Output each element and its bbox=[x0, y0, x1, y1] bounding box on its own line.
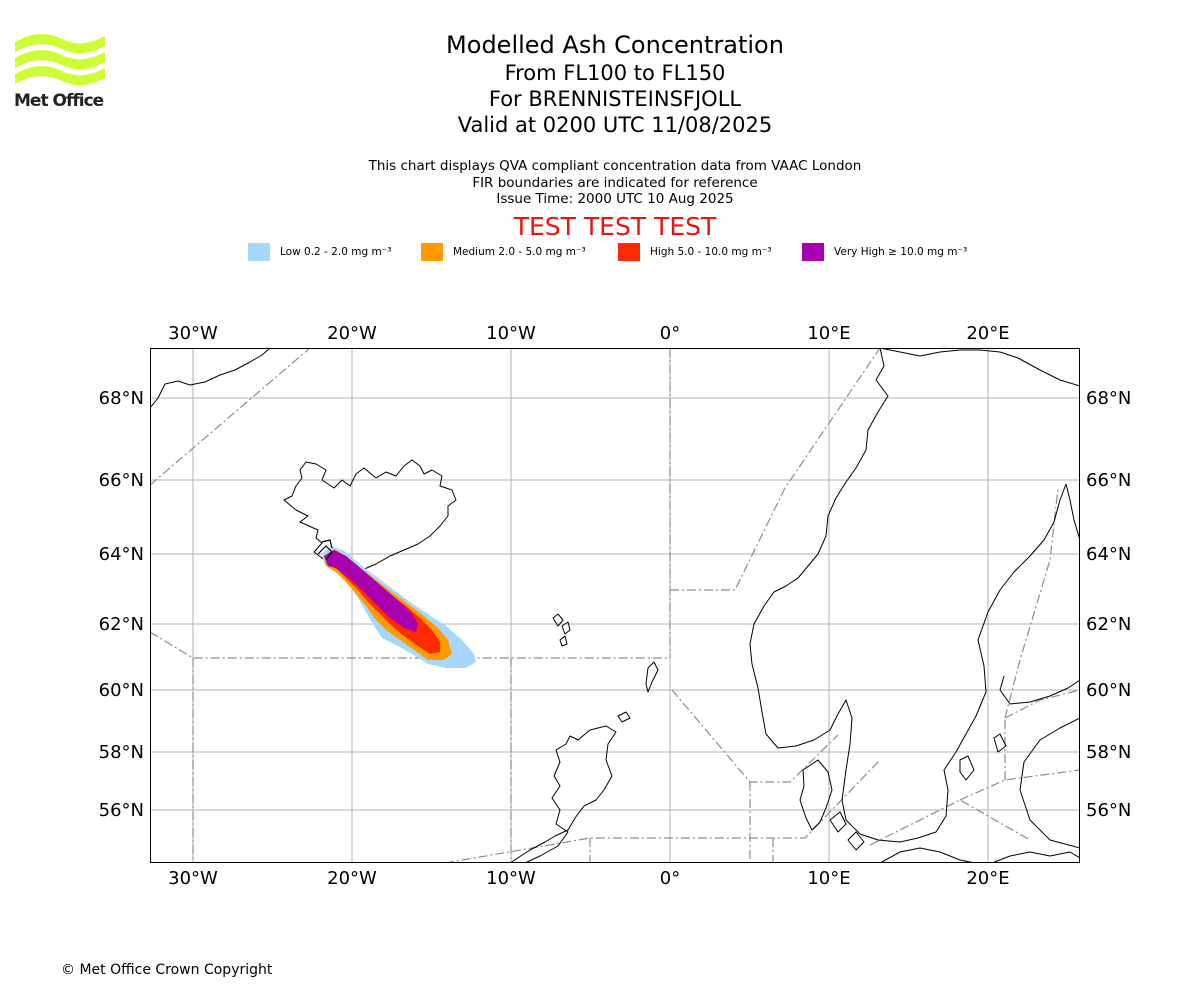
lat-label: 58°N bbox=[1086, 742, 1131, 763]
lat-label: 60°N bbox=[99, 680, 144, 701]
lat-label: 62°N bbox=[1086, 614, 1131, 635]
vent-marker bbox=[317, 539, 333, 561]
lat-label: 66°N bbox=[1086, 470, 1131, 491]
lon-label: 20°W bbox=[327, 868, 377, 889]
volcano-name: For BRENNISTEINSFJOLL bbox=[488, 87, 742, 111]
issue-time: Issue Time: 2000 UTC 10 Aug 2025 bbox=[496, 191, 734, 207]
lon-labels-bottom: 30°W 20°W 10°W 0° 10°E 20°E bbox=[168, 868, 1009, 889]
legend-label-medium: Medium 2.0 - 5.0 mg m⁻³ bbox=[453, 246, 586, 258]
valid-time: Valid at 0200 UTC 11/08/2025 bbox=[457, 113, 773, 137]
lon-label: 0° bbox=[660, 323, 680, 344]
legend-swatch-very-high bbox=[802, 243, 824, 261]
legend-label-low: Low 0.2 - 2.0 mg m⁻³ bbox=[280, 246, 392, 258]
lon-label: 20°W bbox=[327, 323, 377, 344]
legend-label-very-high: Very High ≥ 10.0 mg m⁻³ bbox=[834, 246, 968, 258]
legend-label-high: High 5.0 - 10.0 mg m⁻³ bbox=[650, 246, 772, 258]
lon-label: 20°E bbox=[966, 323, 1009, 344]
lon-label: 10°W bbox=[486, 868, 536, 889]
fir-note: FIR boundaries are indicated for referen… bbox=[472, 174, 758, 191]
legend: Low 0.2 - 2.0 mg m⁻³ Medium 2.0 - 5.0 mg… bbox=[0, 243, 1200, 265]
lat-label: 64°N bbox=[99, 544, 144, 565]
copyright: © Met Office Crown Copyright bbox=[61, 962, 273, 978]
lon-label: 30°W bbox=[168, 868, 218, 889]
lat-labels-right: 68°N 66°N 64°N 62°N 60°N 58°N 56°N bbox=[1086, 388, 1131, 821]
chart-notes: This chart displays QVA compliant concen… bbox=[315, 158, 915, 208]
legend-swatch-medium bbox=[421, 243, 443, 261]
logo-wordmark: Met Office bbox=[14, 91, 104, 111]
legend-swatch-low bbox=[248, 243, 270, 261]
lon-label: 10°E bbox=[807, 323, 850, 344]
lat-label: 56°N bbox=[99, 800, 144, 821]
lon-labels-top: 30°W 20°W 10°W 0° 10°E 20°E bbox=[168, 323, 1009, 344]
lon-label: 20°E bbox=[966, 868, 1009, 889]
legend-item-very-high: Very High ≥ 10.0 mg m⁻³ bbox=[802, 243, 967, 261]
legend-swatch-high bbox=[618, 243, 640, 261]
lat-label: 60°N bbox=[1086, 680, 1131, 701]
lat-label: 56°N bbox=[1086, 800, 1131, 821]
legend-item-medium: Medium 2.0 - 5.0 mg m⁻³ bbox=[421, 243, 586, 261]
plume-very-high bbox=[324, 550, 418, 632]
lat-label: 68°N bbox=[99, 388, 144, 409]
lat-label: 64°N bbox=[1086, 544, 1131, 565]
lat-labels-left: 68°N 66°N 64°N 62°N 60°N 58°N 56°N bbox=[99, 388, 144, 821]
lon-label: 30°W bbox=[168, 323, 218, 344]
flight-levels: From FL100 to FL150 bbox=[504, 61, 726, 85]
lat-label: 58°N bbox=[99, 742, 144, 763]
lon-label: 10°W bbox=[486, 323, 536, 344]
legend-item-high: High 5.0 - 10.0 mg m⁻³ bbox=[618, 243, 772, 261]
qva-note: This chart displays QVA compliant concen… bbox=[368, 158, 862, 174]
chart-header: Modelled Ash Concentration From FL100 to… bbox=[315, 30, 915, 138]
map-frame bbox=[150, 348, 1080, 863]
fir-boundaries bbox=[150, 348, 1080, 863]
coastlines bbox=[150, 348, 1080, 863]
ash-plume bbox=[317, 539, 476, 668]
lat-label: 62°N bbox=[99, 614, 144, 635]
met-office-logo bbox=[15, 34, 105, 86]
legend-item-low: Low 0.2 - 2.0 mg m⁻³ bbox=[248, 243, 391, 261]
chart-title: Modelled Ash Concentration bbox=[446, 31, 784, 59]
lat-label: 66°N bbox=[99, 470, 144, 491]
lat-label: 68°N bbox=[1086, 388, 1131, 409]
graticule bbox=[150, 348, 1080, 863]
test-banner: TEST TEST TEST bbox=[513, 212, 717, 241]
lon-label: 0° bbox=[660, 868, 680, 889]
lon-label: 10°E bbox=[807, 868, 850, 889]
